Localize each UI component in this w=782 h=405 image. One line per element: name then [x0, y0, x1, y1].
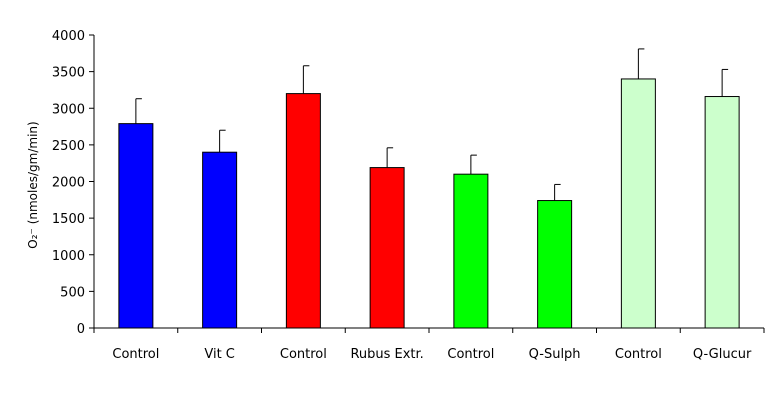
y-tick-label: 1000 — [52, 249, 85, 264]
y-tick-label: 500 — [60, 285, 85, 300]
x-category-label: Control — [280, 347, 327, 362]
bar — [118, 123, 154, 329]
y-tick-label: 3500 — [52, 66, 85, 81]
bar — [285, 93, 321, 329]
y-tick-label: 0 — [77, 322, 85, 337]
x-category-label: Control — [447, 347, 494, 362]
bar — [453, 173, 489, 329]
x-axis: Control Vit C Control Rubus Extr. Control Q-S… — [93, 327, 765, 362]
bar — [202, 151, 238, 329]
x-category-label: Q-Glucur — [693, 347, 752, 362]
x-category-label: Vit C — [204, 347, 235, 362]
y-axis: 0 500 1000 1500 2000 2500 3000 3500 4000 — [52, 29, 95, 337]
y-tick-label: 3000 — [52, 102, 85, 117]
bar — [537, 200, 573, 329]
bar — [620, 78, 656, 329]
y-tick-label: 1500 — [52, 212, 85, 227]
y-tick-label: 2000 — [52, 176, 85, 191]
x-category-label: Q-Sulph — [529, 347, 581, 362]
x-category-label: Rubus Extr. — [350, 347, 423, 362]
x-category-label: Control — [112, 347, 159, 362]
y-axis-title: O₂⁻ (nmoles/gm/min) — [26, 121, 40, 248]
y-tick-label: 4000 — [52, 29, 85, 44]
bars — [118, 48, 740, 329]
y-tick-label: 2500 — [52, 139, 85, 154]
bar — [369, 167, 405, 329]
x-category-label: Control — [615, 347, 662, 362]
bar — [704, 96, 740, 329]
